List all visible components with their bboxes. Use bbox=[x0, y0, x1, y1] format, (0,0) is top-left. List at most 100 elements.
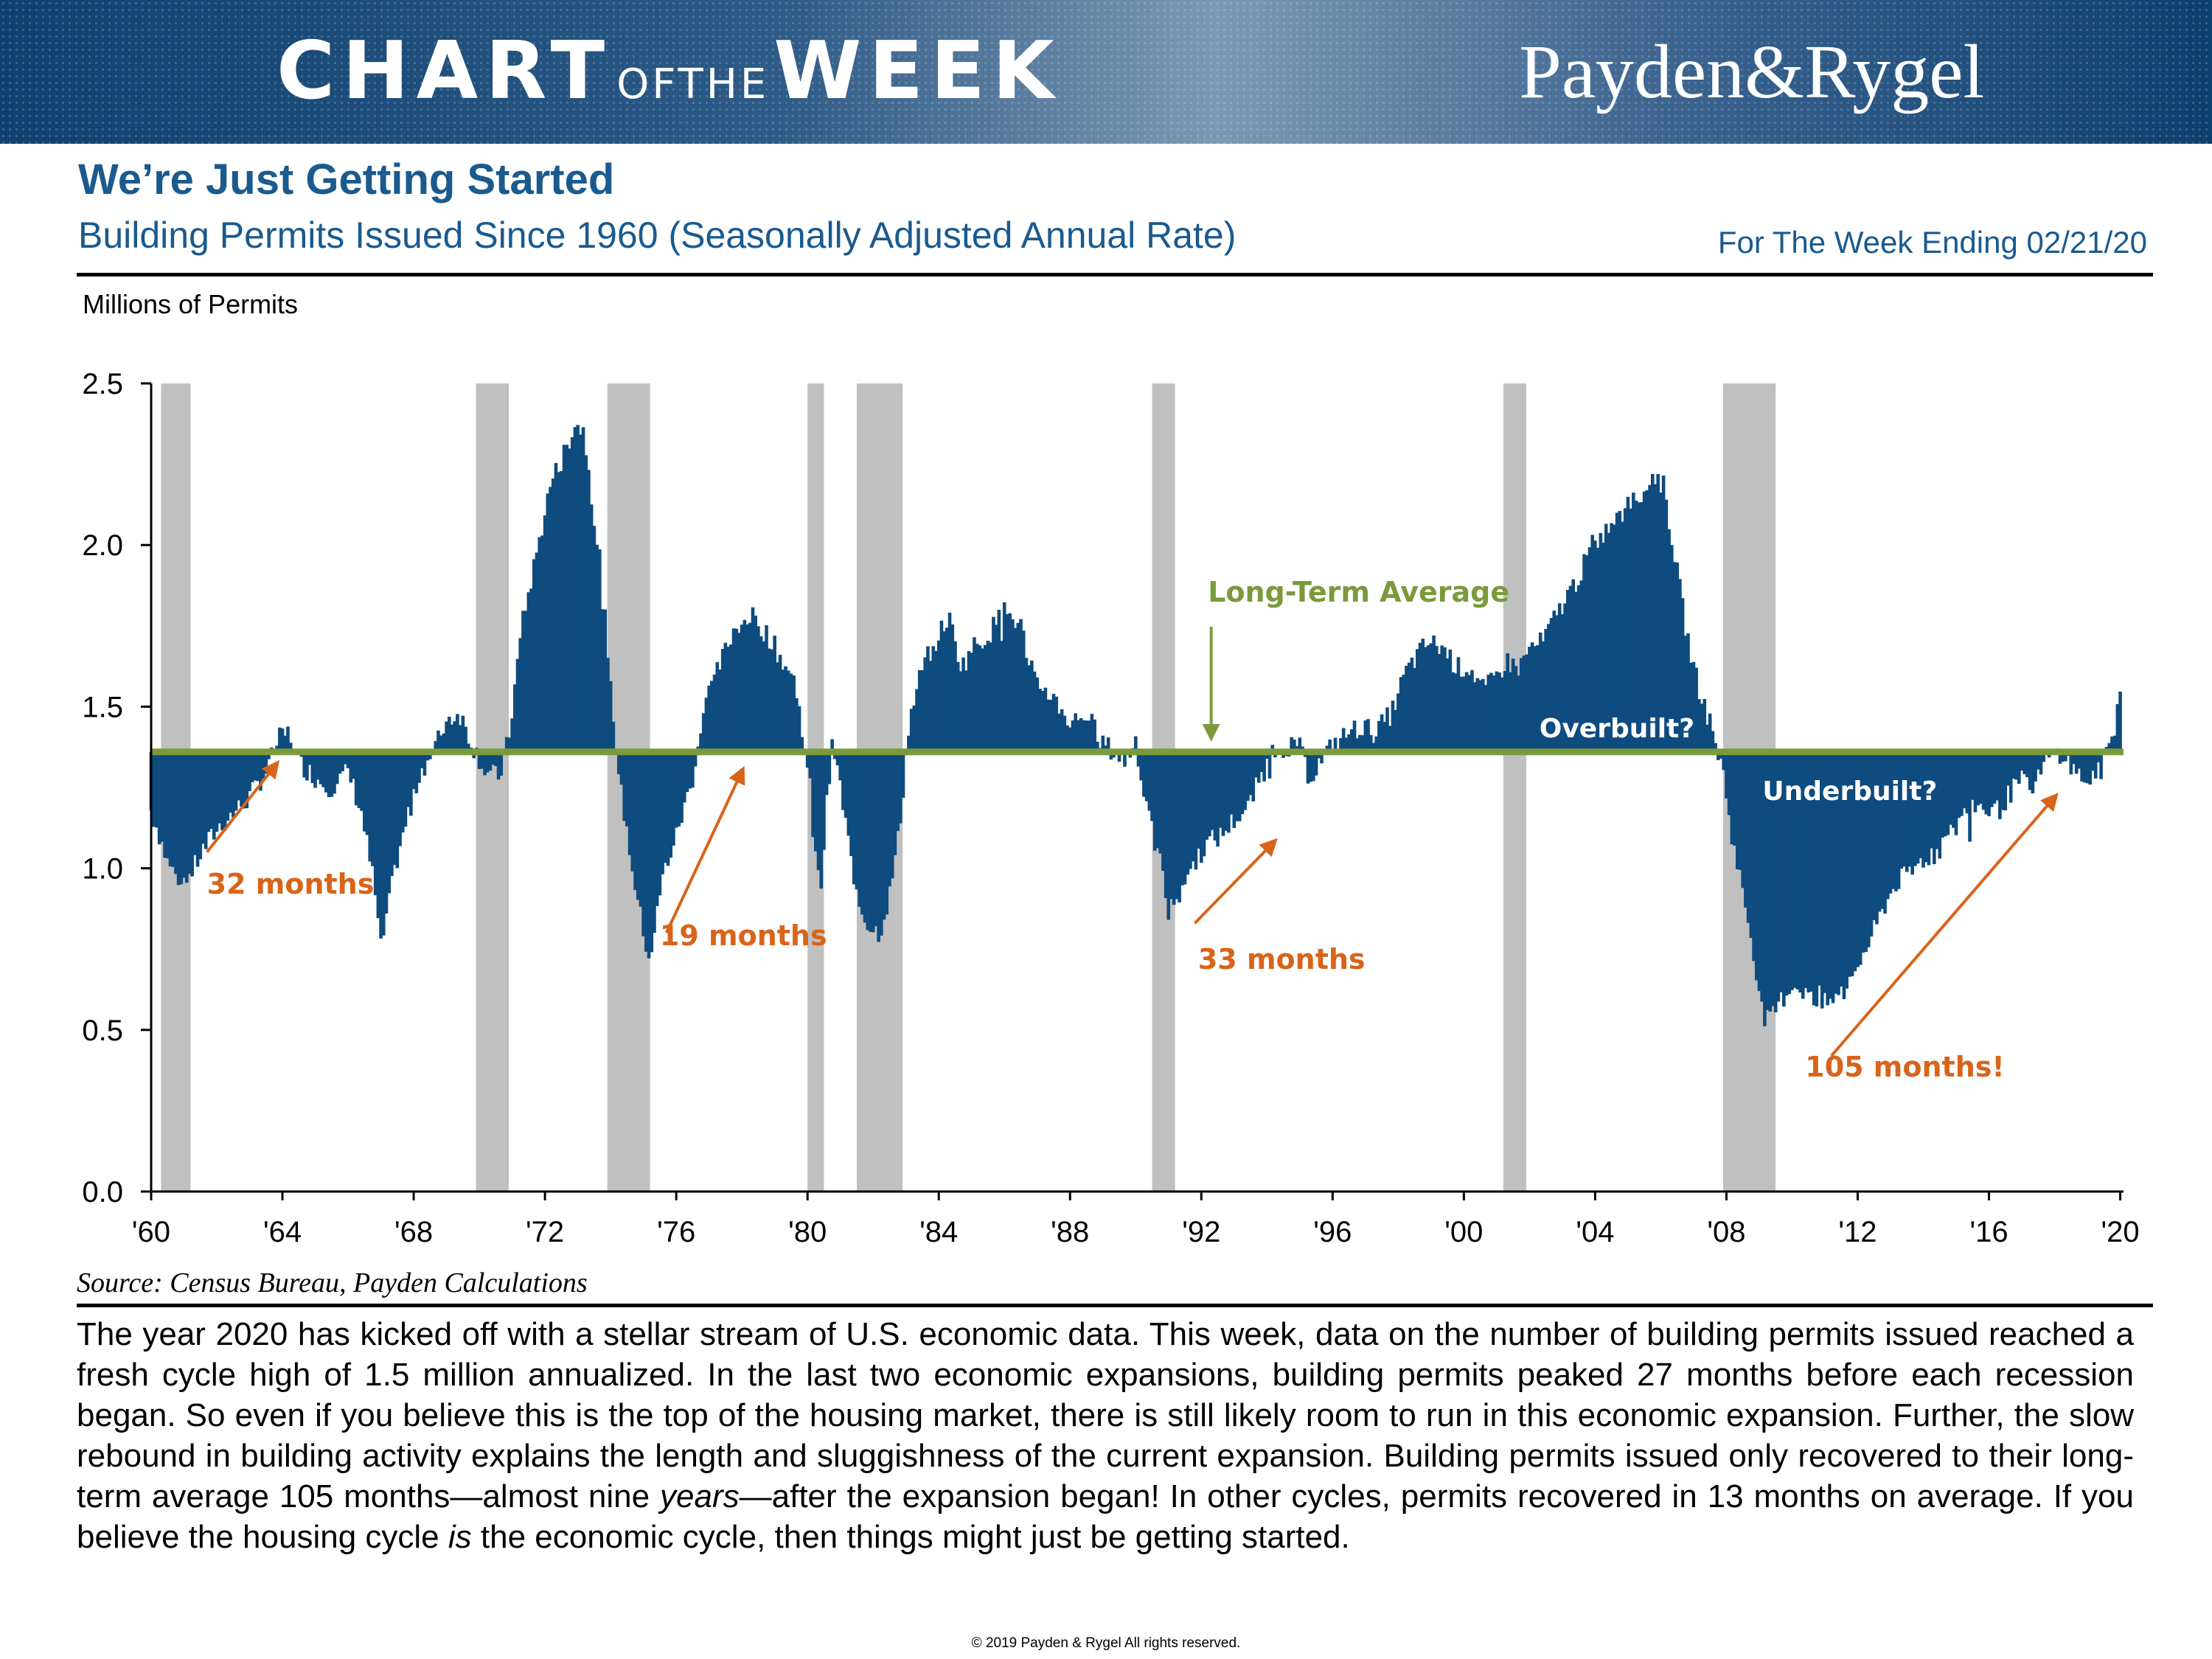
permit-bar bbox=[302, 751, 307, 778]
recovery-arrow-3 bbox=[1193, 838, 1278, 925]
permit-bar bbox=[1150, 751, 1154, 821]
permit-bar bbox=[245, 751, 249, 809]
permit-bar bbox=[1106, 737, 1110, 752]
permit-bar bbox=[816, 751, 821, 871]
permit-bar bbox=[1054, 696, 1059, 752]
commentary-part-2: —after the expansion began! In other cyc… bbox=[77, 1478, 2134, 1555]
permit-bar bbox=[1407, 662, 1411, 752]
permit-bar bbox=[256, 751, 260, 782]
permit-bar bbox=[1765, 751, 1770, 1010]
permit-bar bbox=[1754, 751, 1759, 981]
permit-bar bbox=[1708, 713, 1712, 752]
permit-bar bbox=[1183, 751, 1187, 885]
permit-bar bbox=[1071, 720, 1075, 752]
permit-bar bbox=[543, 515, 547, 752]
permit-bar bbox=[1672, 562, 1677, 752]
permit-bar bbox=[2072, 751, 2076, 765]
commentary-paragraph: The year 2020 has kicked off with a stel… bbox=[77, 1314, 2134, 1557]
permit-bar bbox=[1440, 645, 1444, 752]
permit-bar bbox=[1237, 751, 1242, 821]
permit-bar bbox=[2091, 751, 2095, 771]
permit-bar bbox=[157, 751, 161, 845]
payden-rygel-logo: Payden&Rygel bbox=[1519, 29, 1985, 114]
permit-bar bbox=[1642, 491, 1646, 752]
permit-bar bbox=[1248, 751, 1253, 796]
permit-bar bbox=[792, 675, 796, 752]
x-tick-label: '68 bbox=[394, 1216, 433, 1248]
permit-bar bbox=[1899, 751, 1904, 869]
permit-bar bbox=[1719, 751, 1723, 759]
permit-bar bbox=[636, 751, 640, 900]
permit-bar bbox=[830, 739, 834, 752]
permit-bar bbox=[565, 445, 569, 752]
permit-bar bbox=[376, 751, 380, 919]
permit-bar bbox=[1861, 751, 1865, 953]
permit-bar bbox=[1394, 709, 1397, 752]
permit-bar bbox=[1954, 751, 1958, 835]
permit-bar bbox=[518, 638, 523, 752]
permit-bar bbox=[1352, 720, 1357, 752]
permit-bar bbox=[1306, 751, 1310, 784]
permit-bar bbox=[1481, 678, 1485, 752]
permit-bar bbox=[658, 751, 662, 896]
permit-bar bbox=[967, 651, 971, 752]
x-tick-label: '00 bbox=[1444, 1216, 1483, 1248]
recovery-arrow-4 bbox=[1830, 793, 2059, 1057]
permit-bar bbox=[1744, 751, 1747, 908]
permit-bar bbox=[414, 751, 419, 793]
permit-bar bbox=[1722, 751, 1726, 771]
permit-bar bbox=[1528, 647, 1531, 752]
permit-bar bbox=[1834, 751, 1838, 994]
permit-bar bbox=[983, 644, 987, 752]
y-tick-label: 2.0 bbox=[82, 529, 123, 562]
permit-bar bbox=[1590, 535, 1594, 752]
permit-bar bbox=[1869, 751, 1874, 937]
permit-bar bbox=[1536, 645, 1540, 752]
permit-bar bbox=[1166, 751, 1171, 920]
permit-bar bbox=[1079, 717, 1083, 752]
permit-bar bbox=[936, 640, 941, 752]
permit-bar bbox=[1560, 614, 1565, 752]
permit-bar bbox=[554, 462, 558, 752]
permit-bar bbox=[1208, 751, 1211, 837]
permit-bar bbox=[1011, 619, 1015, 752]
permit-bar bbox=[420, 751, 424, 768]
permit-bar bbox=[1405, 665, 1408, 752]
permit-bar bbox=[483, 751, 487, 776]
permit-bar bbox=[1057, 713, 1061, 752]
permit-bar bbox=[1265, 751, 1269, 759]
permit-bar bbox=[524, 611, 528, 752]
permit-bar bbox=[163, 751, 167, 858]
permit-bar bbox=[1656, 473, 1660, 752]
permit-bar bbox=[2061, 751, 2065, 762]
permit-bar bbox=[1533, 646, 1537, 752]
permit-bar bbox=[1024, 658, 1029, 752]
permit-bar bbox=[160, 751, 164, 842]
overbuilt-label: Overbuilt? bbox=[1540, 714, 1694, 744]
x-tick-label: '76 bbox=[657, 1216, 695, 1248]
permit-bar bbox=[1459, 676, 1463, 752]
permit-bar bbox=[841, 751, 845, 810]
permit-bar bbox=[1451, 672, 1455, 752]
permit-bar bbox=[338, 751, 342, 774]
permit-bar bbox=[1062, 715, 1067, 752]
permit-bar bbox=[1576, 585, 1581, 752]
permit-bar bbox=[551, 478, 555, 752]
permit-bar bbox=[417, 751, 421, 783]
permit-bar bbox=[422, 751, 427, 776]
permit-bar bbox=[827, 751, 832, 785]
permit-bar bbox=[997, 610, 1001, 752]
permit-bar bbox=[928, 661, 933, 752]
permit-bar bbox=[784, 666, 787, 752]
permit-bar bbox=[1837, 751, 1840, 995]
permit-bar bbox=[1686, 633, 1690, 752]
permit-bar bbox=[485, 751, 490, 773]
permit-bar bbox=[846, 751, 851, 836]
permit-bar bbox=[1787, 751, 1792, 995]
bottom-divider bbox=[77, 1304, 2153, 1307]
permit-bar bbox=[740, 625, 744, 752]
permit-bar bbox=[2088, 751, 2093, 785]
permit-bar bbox=[1218, 751, 1222, 828]
permit-bar bbox=[1416, 649, 1419, 752]
permit-bar bbox=[786, 670, 790, 752]
